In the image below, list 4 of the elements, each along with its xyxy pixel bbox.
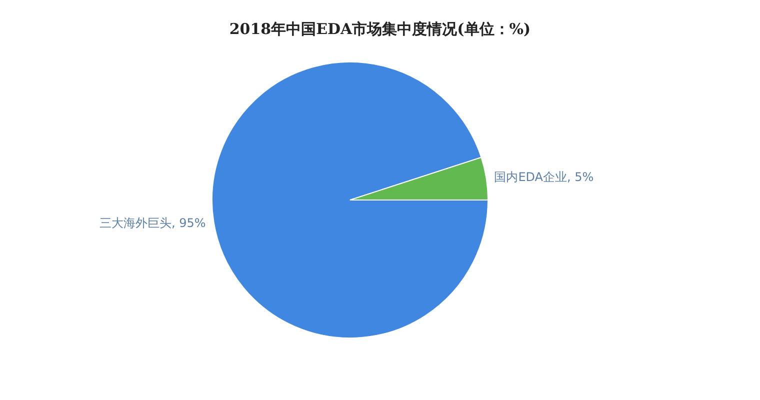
pie-slice — [212, 62, 488, 338]
slice-label: 国内EDA企业, 5% — [494, 170, 594, 184]
slice-label: 三大海外巨头, 95% — [99, 216, 206, 230]
chart-title: 2018年中国EDA市场集中度情况(单位：%) — [229, 20, 531, 38]
